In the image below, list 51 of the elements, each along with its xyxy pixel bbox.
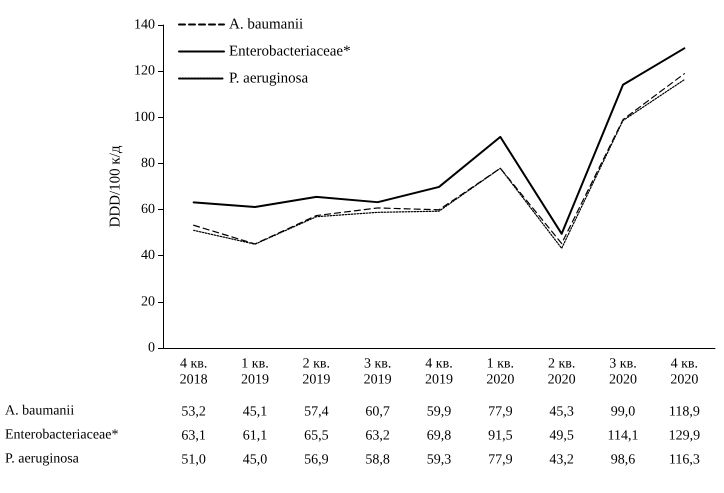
data-label: 53,2 (181, 404, 206, 420)
y-tick-label: 20 (141, 294, 155, 310)
data-label: 129,9 (668, 428, 700, 444)
legend-label: P. aeruginosa (229, 70, 308, 86)
data-label: 59,3 (426, 452, 452, 468)
data-label: 77,9 (488, 452, 513, 468)
y-tick-label: 100 (134, 110, 155, 125)
x-tick-label: 1 кв. 2019 (241, 356, 269, 388)
data-label: 45,0 (242, 452, 268, 468)
data-label: 58,8 (365, 452, 390, 468)
data-label: 99,0 (610, 404, 636, 420)
data-label: 45,1 (242, 404, 268, 420)
data-label: 65,5 (304, 428, 329, 444)
legend-label: Enterobacteriaceae* (229, 44, 351, 60)
x-tick-label: 4 кв. 2018 (180, 356, 208, 388)
text: Enterobacteriaceae* (5, 428, 118, 442)
data-label: 63,1 (181, 428, 206, 444)
data-label: 57,4 (304, 404, 329, 420)
x-tick-label: 1 кв. 2020 (486, 356, 514, 388)
data-label: 60,7 (365, 404, 390, 420)
y-tick-label: 80 (141, 156, 155, 171)
data-label: 77,9 (488, 404, 513, 420)
data-label: 45,3 (549, 404, 574, 420)
x-tick-label: 4 кв. 2019 (425, 356, 453, 388)
text: A. baumanii (5, 404, 74, 418)
data-label: 56,9 (304, 452, 329, 468)
x-tick-label: 2 кв. 2019 (302, 356, 330, 388)
data-label: 43,2 (549, 452, 574, 468)
x-tick-label: 3 кв. 2019 (364, 356, 392, 388)
data-label: 91,5 (488, 428, 513, 444)
y-tick-label: 140 (134, 18, 155, 32)
data-label: 114,1 (608, 428, 638, 444)
data-label: 63,2 (365, 428, 390, 444)
y-axis-title: DDD/100 к/д (108, 145, 124, 228)
data-label: 116,3 (668, 452, 700, 468)
y-tick-label: 60 (141, 202, 155, 218)
data-label: 49,5 (549, 428, 574, 444)
x-tick-label: 2 кв. 2020 (548, 356, 576, 388)
y-tick-label: 120 (134, 64, 155, 79)
data-label: 61,1 (242, 428, 268, 444)
data-label: 59,9 (426, 404, 452, 420)
text: P. aeruginosa (5, 452, 79, 466)
data-label: 98,6 (610, 452, 636, 468)
data-label: 51,0 (181, 452, 206, 468)
data-label: 118,9 (668, 404, 700, 420)
x-tick-label: 3 кв. 2020 (609, 356, 637, 388)
data-label: 69,8 (426, 428, 452, 444)
legend-label: A. baumanii (229, 16, 304, 32)
x-tick-label: 4 кв. 2020 (670, 356, 698, 388)
y-tick-label: 40 (141, 248, 155, 264)
y-tick-label: 0 (148, 340, 155, 356)
